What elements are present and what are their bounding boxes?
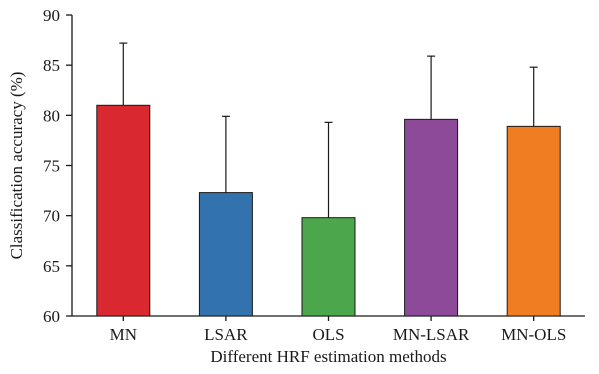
y-axis: 60 65 70 75 80 85 90: [43, 6, 73, 326]
bar-mn: [96, 104, 151, 317]
x-tick-label: MN-LSAR: [393, 325, 470, 344]
x-axis-ticks: MN LSAR OLS MN-LSAR MN-OLS: [110, 316, 566, 344]
error-bar-mn-lsar: [427, 55, 436, 120]
y-tick-label: 75: [43, 157, 60, 176]
bar-ols: [301, 217, 356, 317]
x-tick-label: LSAR: [204, 325, 248, 344]
bar-mn-ols: [506, 125, 561, 317]
x-axis: MN LSAR OLS MN-LSAR MN-OLS: [72, 315, 585, 344]
y-tick-label: 80: [43, 106, 60, 125]
y-axis-title: Classification accuracy (%): [7, 72, 26, 260]
error-bars: [119, 42, 538, 218]
bar-lsar: [198, 192, 253, 317]
x-tick-label: MN-OLS: [501, 325, 566, 344]
y-tick-label: 65: [43, 257, 60, 276]
y-axis-ticks: 60 65 70 75 80 85 90: [43, 6, 72, 326]
y-tick-label: 70: [43, 207, 60, 226]
error-bar-lsar: [221, 115, 230, 193]
y-tick-label: 60: [43, 307, 60, 326]
bar-mn-lsar: [404, 118, 459, 317]
y-tick-label: 85: [43, 56, 60, 75]
x-axis-title: Different HRF estimation methods: [210, 347, 446, 366]
x-tick-label: OLS: [312, 325, 344, 344]
y-tick-label: 90: [43, 6, 60, 25]
error-bar-ols: [324, 121, 333, 218]
bars: [96, 104, 561, 317]
x-tick-label: MN: [110, 325, 137, 344]
error-bar-mn: [119, 42, 128, 106]
error-bar-mn-ols: [529, 66, 538, 127]
